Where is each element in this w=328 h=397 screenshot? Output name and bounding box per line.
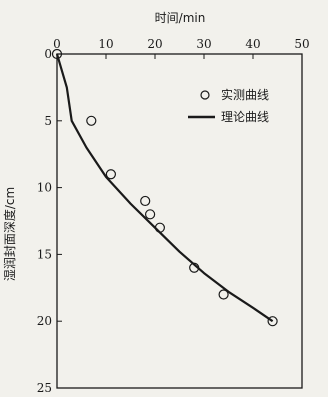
legend-marker-measured — [200, 90, 210, 100]
x-tick-label: 40 — [245, 37, 260, 51]
x-tick-label: 0 — [53, 37, 61, 51]
legend-label-theory: 理论曲线 — [221, 110, 269, 124]
plot-frame — [56, 53, 303, 389]
legend-label-measured: 实测曲线 — [221, 87, 269, 102]
y-tick-label: 0 — [44, 47, 52, 61]
y-axis-title: 湿润封面深度/cm — [2, 187, 17, 281]
measured-point — [105, 169, 117, 180]
series-layer — [51, 48, 278, 327]
measured-point — [140, 195, 151, 207]
y-axis-ticks: 0 5 10 15 20 25 — [37, 47, 62, 395]
y-tick-label: 20 — [37, 314, 52, 328]
x-axis-ticks: 0 10 20 30 40 50 — [53, 37, 310, 59]
measured-point — [218, 289, 229, 300]
legend: 实测曲线 理论曲线 — [188, 87, 269, 124]
measured-point — [145, 209, 156, 220]
x-tick-label: 10 — [98, 37, 113, 51]
x-axis-title: 时间/min — [155, 11, 206, 25]
measured-point — [86, 115, 97, 126]
y-tick-label: 5 — [44, 114, 52, 128]
x-tick-label: 30 — [196, 37, 211, 51]
measured-point — [154, 222, 165, 233]
theory-curve — [55, 53, 274, 323]
x-tick-label: 20 — [147, 37, 162, 51]
y-tick-label: 25 — [37, 381, 52, 395]
measured-point — [267, 316, 278, 327]
measured-point — [189, 262, 200, 273]
measured-point — [51, 48, 63, 60]
y-tick-label: 10 — [37, 181, 52, 195]
y-tick-label: 15 — [37, 247, 52, 261]
x-tick-label: 50 — [294, 37, 309, 51]
